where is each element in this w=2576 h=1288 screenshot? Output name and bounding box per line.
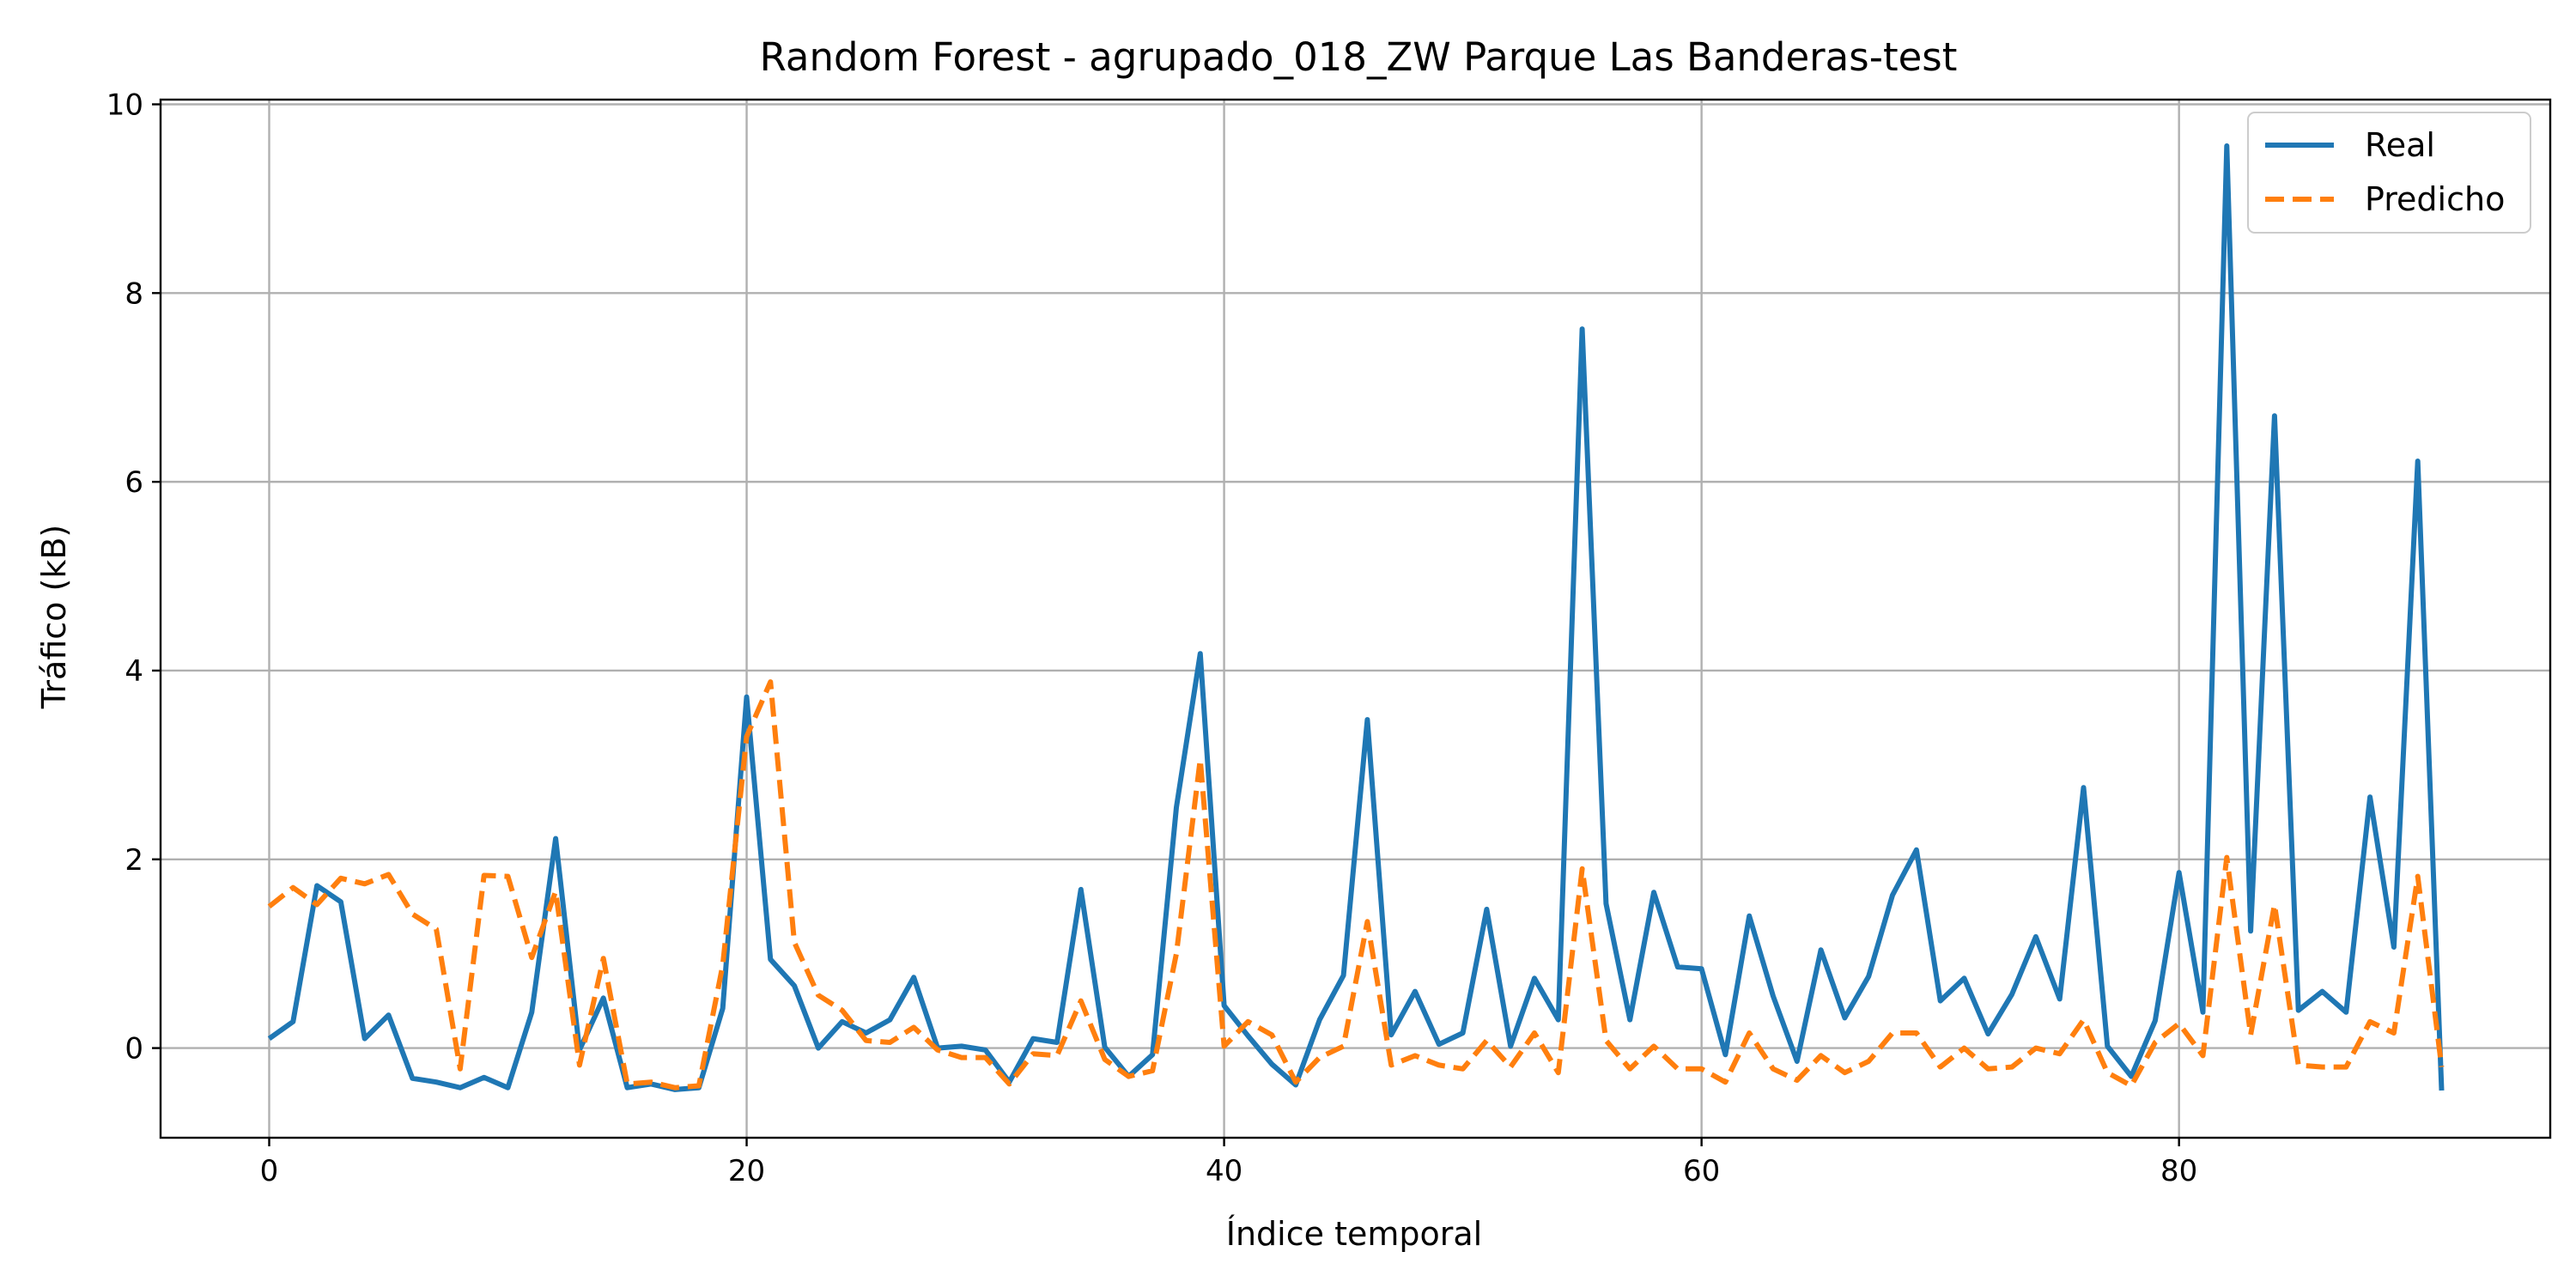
plot-frame — [159, 98, 2552, 1139]
y-tick-label: 4 — [125, 654, 143, 689]
y-tick-label: 10 — [106, 88, 143, 122]
x-tick-label: 40 — [1206, 1154, 1242, 1188]
chart-title: Random Forest - agrupado_018_ZW Parque L… — [760, 34, 1958, 80]
legend: Real Predicho — [2247, 112, 2531, 234]
x-tick-label: 60 — [1683, 1154, 1720, 1188]
x-tick-label: 20 — [728, 1154, 765, 1188]
y-tick-label: 0 — [125, 1032, 143, 1066]
y-tick-label: 2 — [125, 843, 143, 878]
legend-label-real: Real — [2365, 126, 2435, 164]
x-tick-label: 80 — [2160, 1154, 2197, 1188]
x-axis-label: Índice temporal — [1226, 1215, 1482, 1253]
series-line-real — [267, 143, 2445, 1092]
x-tick-label: 0 — [260, 1154, 279, 1188]
y-tick-label: 8 — [125, 276, 143, 311]
axis-ticks: 0 20 40 60 80 0 2 4 6 8 10 — [106, 88, 2198, 1188]
series-line-predicho — [267, 679, 2445, 1091]
y-axis-label: Tráfico (kB) — [35, 525, 73, 709]
series-lines — [267, 143, 2445, 1092]
y-tick-label: 6 — [125, 465, 143, 500]
legend-label-predicho: Predicho — [2365, 180, 2505, 218]
